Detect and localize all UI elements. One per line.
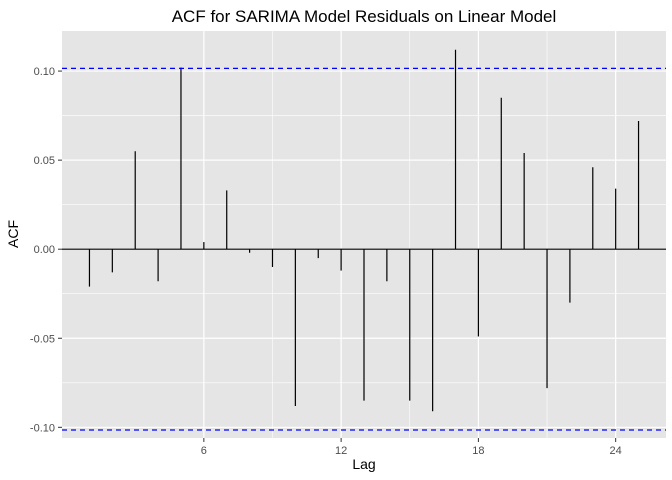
y-tick-label: 0.10 (34, 66, 55, 78)
chart-title: ACF for SARIMA Model Residuals on Linear… (172, 7, 557, 26)
y-axis-title: ACF (5, 220, 21, 248)
x-axis-ticks: 6 12 18 24 (201, 438, 622, 457)
acf-bars (62, 49, 666, 412)
x-tick-label: 6 (201, 445, 207, 457)
confidence-bounds (62, 67, 666, 431)
x-tick-label: 12 (335, 445, 347, 457)
y-tick-label: -0.05 (30, 333, 55, 345)
x-tick-label: 18 (472, 445, 484, 457)
y-axis-ticks: -0.10 -0.05 0.00 0.05 0.10 (30, 66, 62, 434)
x-tick-label: 24 (610, 445, 622, 457)
y-tick-label: -0.10 (30, 422, 55, 434)
y-tick-label: 0.00 (34, 244, 55, 256)
y-tick-label: 0.05 (34, 155, 55, 167)
x-axis-title: Lag (352, 456, 375, 472)
